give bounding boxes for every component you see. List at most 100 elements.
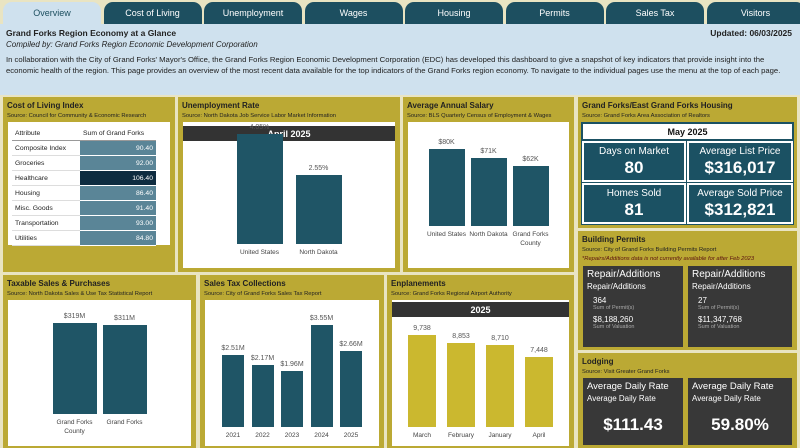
kpi-card: Average List Price $316,017 <box>687 141 793 182</box>
table-row: Housing 86.40 <box>12 185 156 201</box>
bar-column: 9,738 March <box>403 325 442 446</box>
bar <box>251 364 274 427</box>
bar-column: $3.55M 2024 <box>307 315 337 446</box>
kpi-card: Homes Sold 81 <box>582 183 686 224</box>
attribute-cell: Transportation <box>12 215 80 231</box>
category-label: North Dakota <box>299 249 338 256</box>
bar-column: $2.51M 2021 <box>218 345 248 446</box>
bar <box>447 343 475 427</box>
period-header: 2025 <box>392 302 569 317</box>
panel-source: Source: City of Grand Forks Sales Tax Re… <box>204 291 322 297</box>
category-label: 2021 <box>225 432 241 439</box>
nav-tab[interactable]: Visitors <box>706 2 800 24</box>
panel-title: Enplanements <box>391 279 446 288</box>
panel-source: Source: Visit Greater Grand Forks <box>582 369 670 375</box>
kpi-card: Days on Market 80 <box>582 141 686 182</box>
nav-tab[interactable]: Sales Tax <box>606 2 704 24</box>
kpi-card: Average Sold Price $312,821 <box>687 183 793 224</box>
attribute-cell: Misc. Goods <box>12 200 80 216</box>
nav-tab[interactable]: Cost of Living <box>103 2 202 24</box>
column-header: Attribute <box>12 126 80 141</box>
panel-title: Taxable Sales & Purchases <box>7 279 111 288</box>
panel-source: Source: North Dakota Sales & Use Tax Sta… <box>7 291 153 297</box>
attribute-cell: Groceries <box>12 155 80 171</box>
chart-area: $2.51M 2021 $2.17M 2022 $1.96M 2023 $3.55M 2024… <box>205 300 379 446</box>
sales-tax-panel: Sales Tax Collections Source: City of Gr… <box>200 275 384 448</box>
bar-column: 4.05% United States <box>230 124 289 268</box>
card-value: $111.43 <box>603 415 663 434</box>
updated-date: Updated: 06/03/2025 <box>710 28 792 38</box>
kpi-value: 81 <box>624 200 644 219</box>
attribute-cell: Healthcare <box>12 170 80 186</box>
count-label: Sum of Permit(s) <box>698 305 740 311</box>
table-row: Transportation 93.00 <box>12 215 156 231</box>
bar <box>408 335 436 427</box>
value-label: $71K <box>480 147 497 155</box>
bar-column: $2.66M 2025 <box>336 341 366 446</box>
value-cell: 84.80 <box>80 230 156 246</box>
panel-title: Sales Tax Collections <box>204 279 286 288</box>
panel-title: Unemployment Rate <box>182 101 260 110</box>
category-label: April <box>532 432 546 439</box>
card-value: 59.80% <box>711 415 769 434</box>
value-label: $2.51M <box>221 344 245 352</box>
kpi-value: $316,017 <box>704 158 776 177</box>
permit-count: 364 <box>593 296 607 305</box>
kpi-area: May 2025 Days on Market 80 Average List Pr… <box>581 122 794 225</box>
bar-chart: 4.05% United States 2.55% North Dakota <box>183 124 395 268</box>
nav-tab[interactable]: Permits <box>505 2 604 24</box>
kpi-label: Average Sold Price <box>697 188 783 199</box>
card-title: Average Daily Rate <box>587 381 669 392</box>
intro: In collaboration with the City of Grand … <box>6 55 781 75</box>
nav-tab[interactable]: Wages <box>304 2 403 24</box>
nav-tab[interactable]: Overview <box>3 2 101 24</box>
bar <box>310 325 333 427</box>
card-title: Repair/Additions <box>587 269 661 280</box>
cost-of-living-panel: Cost of Living Index Source: Council for… <box>3 97 175 272</box>
value-label: $2.17M <box>250 354 275 362</box>
category-label: 2023 <box>284 432 300 439</box>
chart-area: 2025 9,738 March 8,853 February 8,710 January… <box>392 300 569 446</box>
bar <box>340 350 362 427</box>
bar-chart: $2.51M 2021 $2.17M 2022 $1.96M 2023 $3.55M 2024… <box>205 315 379 446</box>
card-subtitle: Repair/Additions <box>587 282 646 291</box>
category-label: 2024 <box>314 432 329 439</box>
category-label: Grand Forks County <box>56 419 93 435</box>
category-label: January <box>488 432 512 439</box>
nav-tab[interactable]: Unemployment <box>204 2 302 24</box>
value-label: $1.96M <box>280 360 304 368</box>
column-header: Sum of Grand Forks <box>80 126 156 141</box>
table-row: Groceries 92.00 <box>12 155 156 171</box>
valuation-label: Sum of Valuation <box>593 324 635 330</box>
nav-tab[interactable]: Housing <box>405 2 503 24</box>
panel-source: Source: Grand Forks Regional Airport Aut… <box>391 291 512 297</box>
table-row: Misc. Goods 91.40 <box>12 200 156 216</box>
page-title: Grand Forks Region Economy at a Glance <box>6 28 177 38</box>
bar <box>222 354 244 427</box>
chart-area: $319M Grand Forks County $311M Grand Forks <box>8 300 191 446</box>
value-cell: 106.40 <box>80 170 156 186</box>
panel-source: Source: Council for Community & Economic… <box>7 113 147 119</box>
bar <box>512 166 549 226</box>
kpi-label: Homes Sold <box>606 188 662 199</box>
category-label: United States <box>239 249 280 256</box>
bar <box>102 325 147 414</box>
bar-column: $2.17M 2022 <box>248 355 278 446</box>
permit-valuation: $8,188,260 <box>593 315 634 324</box>
panel-title: Average Annual Salary <box>407 101 494 110</box>
attribute-cell: Utilities <box>12 230 80 246</box>
panel-title: Lodging <box>582 357 614 366</box>
value-label: 2.55% <box>308 164 329 172</box>
value-cell: 86.40 <box>80 185 156 201</box>
bar-column: 2.55% North Dakota <box>289 165 348 268</box>
category-label: February <box>447 432 474 439</box>
housing-panel: Grand Forks/East Grand Forks Housing Sou… <box>578 97 797 228</box>
lodging-panel: Lodging Source: Visit Greater Grand Fork… <box>578 353 797 448</box>
value-label: $3.55M <box>309 315 334 322</box>
panel-source: Source: Grand Forks Area Association of … <box>582 113 710 119</box>
bar-column: $71K North Dakota <box>468 148 510 268</box>
bar-chart: $80K United States $71K North Dakota $62K Gra… <box>408 139 569 268</box>
bar-column: $319M Grand Forks County <box>50 313 100 446</box>
bar-column: 8,853 February <box>442 333 481 446</box>
